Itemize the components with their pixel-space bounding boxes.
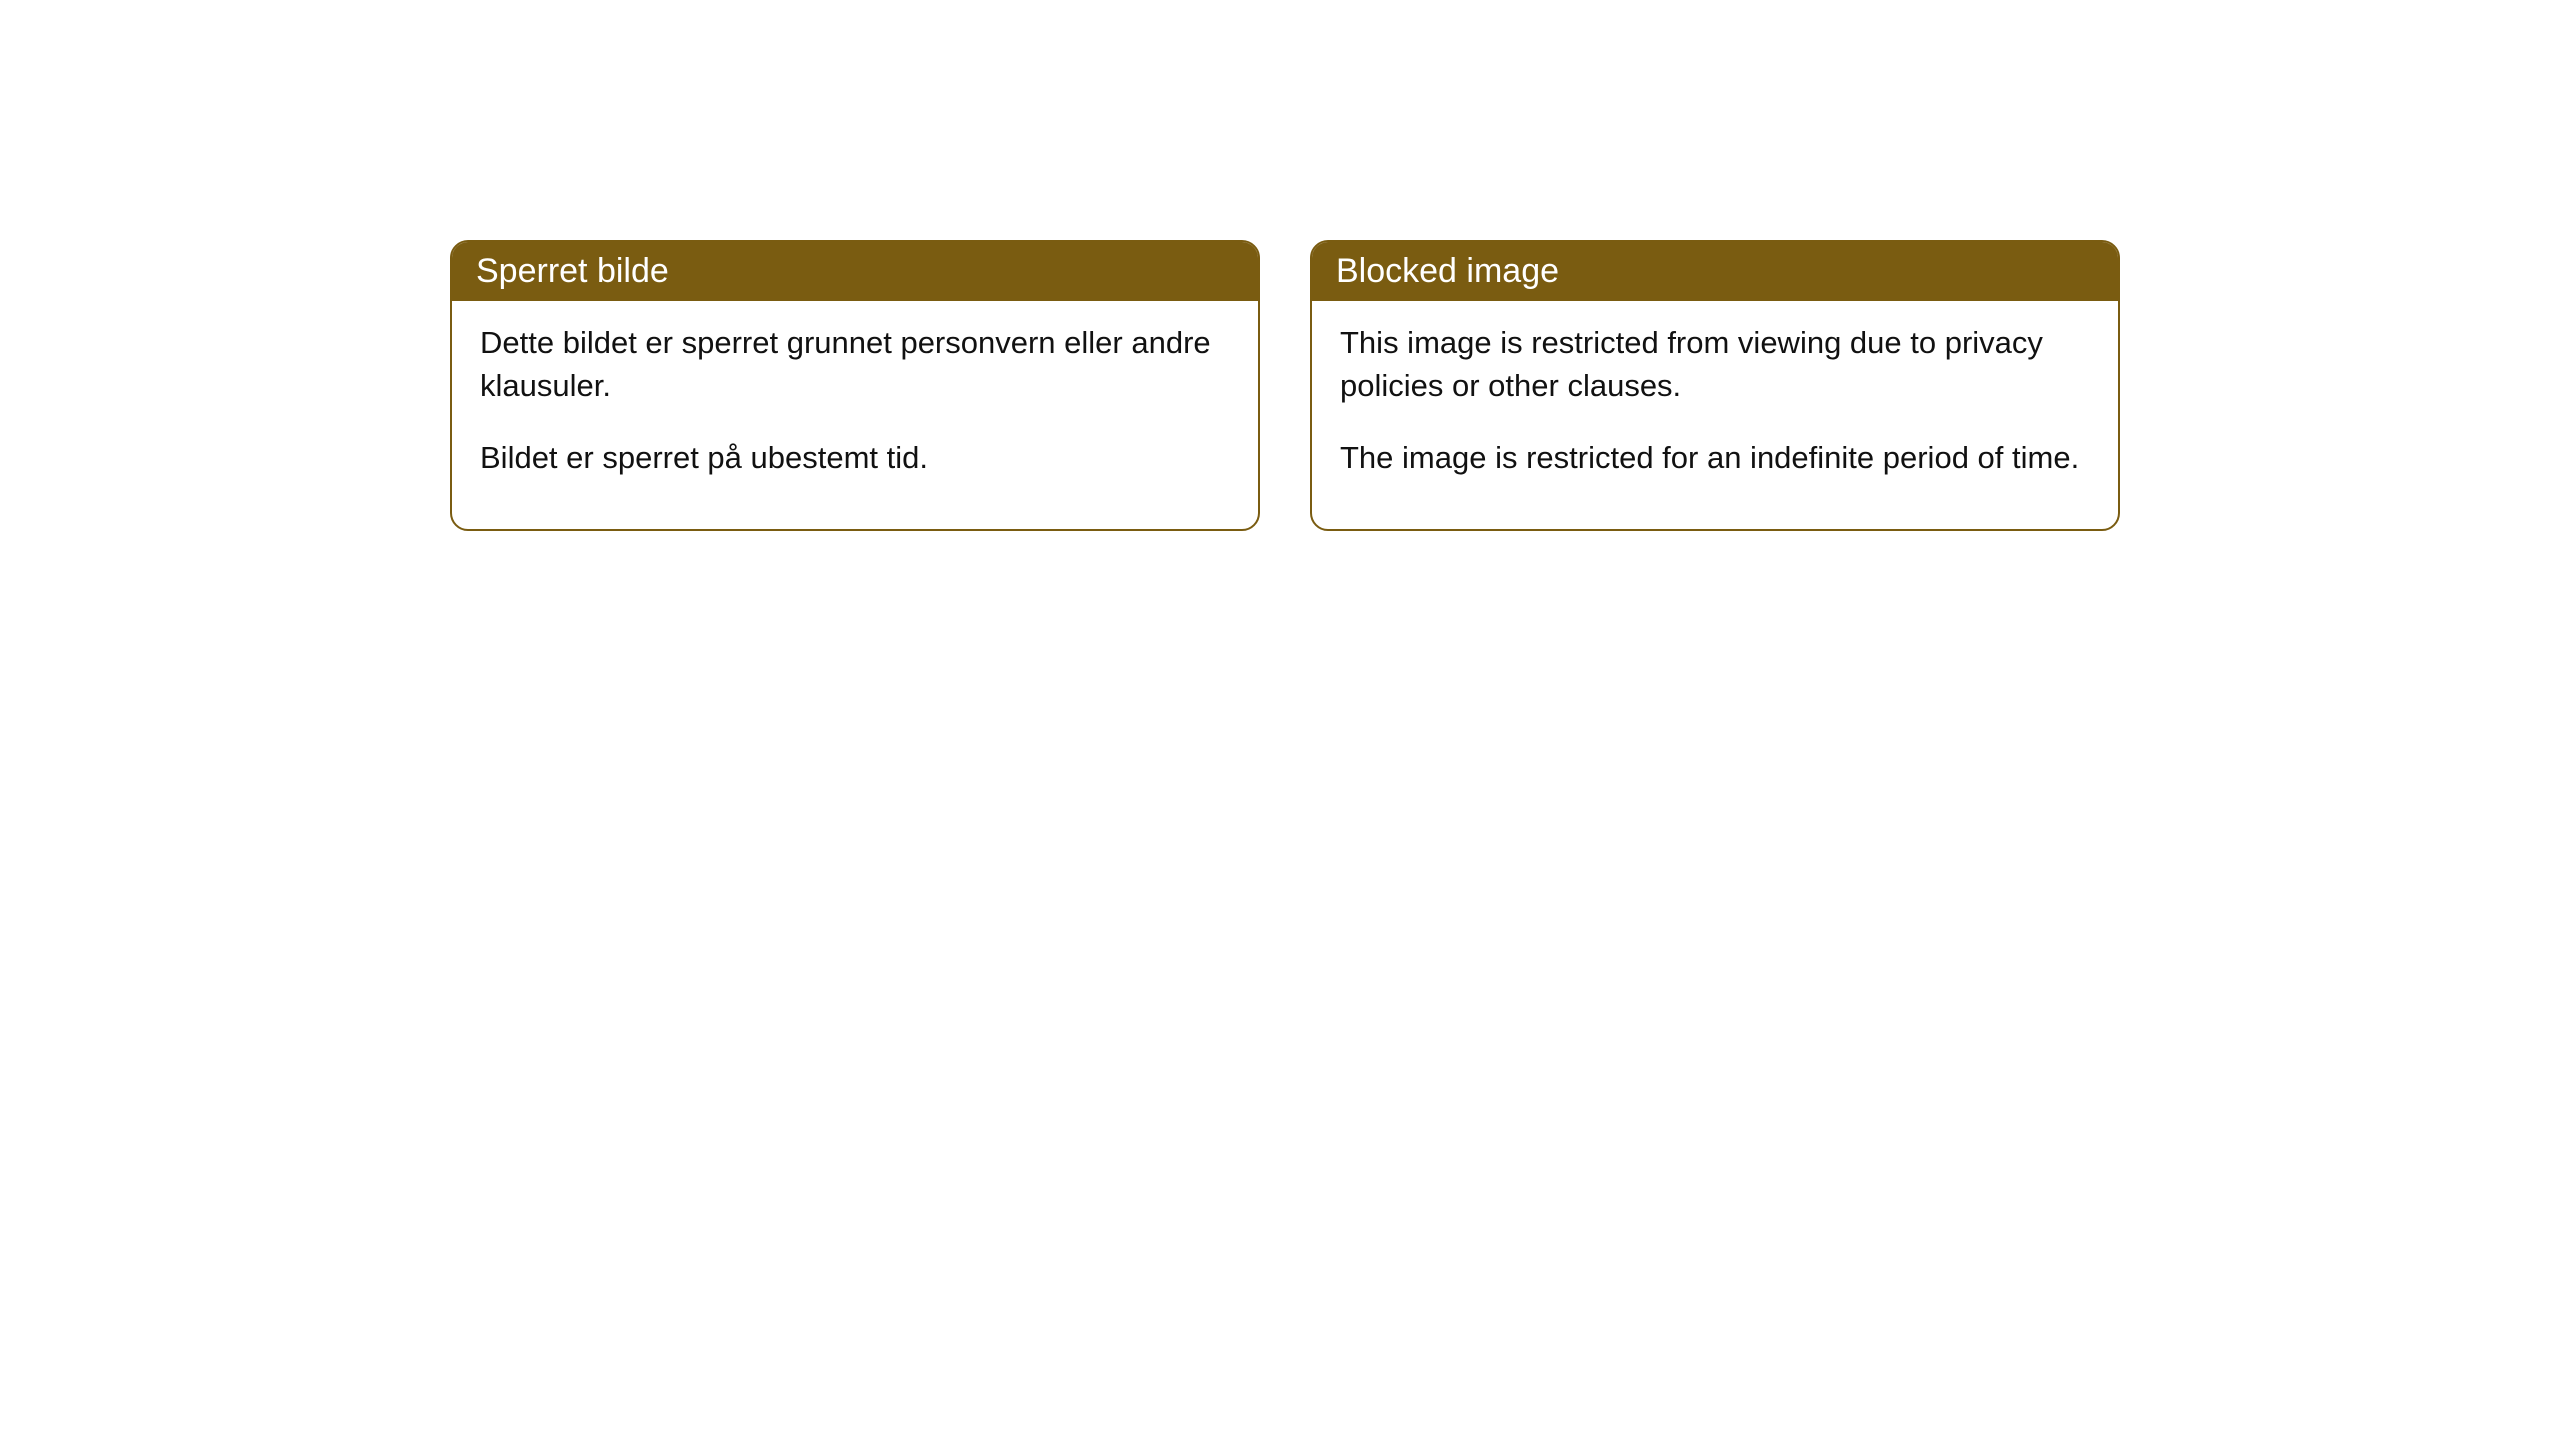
card-body: Dette bildet er sperret grunnet personve… <box>452 301 1258 529</box>
blocked-image-card-norwegian: Sperret bilde Dette bildet er sperret gr… <box>450 240 1260 531</box>
card-paragraph: Bildet er sperret på ubestemt tid. <box>480 436 1230 479</box>
card-header: Blocked image <box>1312 242 2118 301</box>
card-paragraph: The image is restricted for an indefinit… <box>1340 436 2090 479</box>
card-body: This image is restricted from viewing du… <box>1312 301 2118 529</box>
card-paragraph: This image is restricted from viewing du… <box>1340 321 2090 408</box>
card-header: Sperret bilde <box>452 242 1258 301</box>
notice-cards-container: Sperret bilde Dette bildet er sperret gr… <box>450 240 2120 531</box>
blocked-image-card-english: Blocked image This image is restricted f… <box>1310 240 2120 531</box>
card-paragraph: Dette bildet er sperret grunnet personve… <box>480 321 1230 408</box>
